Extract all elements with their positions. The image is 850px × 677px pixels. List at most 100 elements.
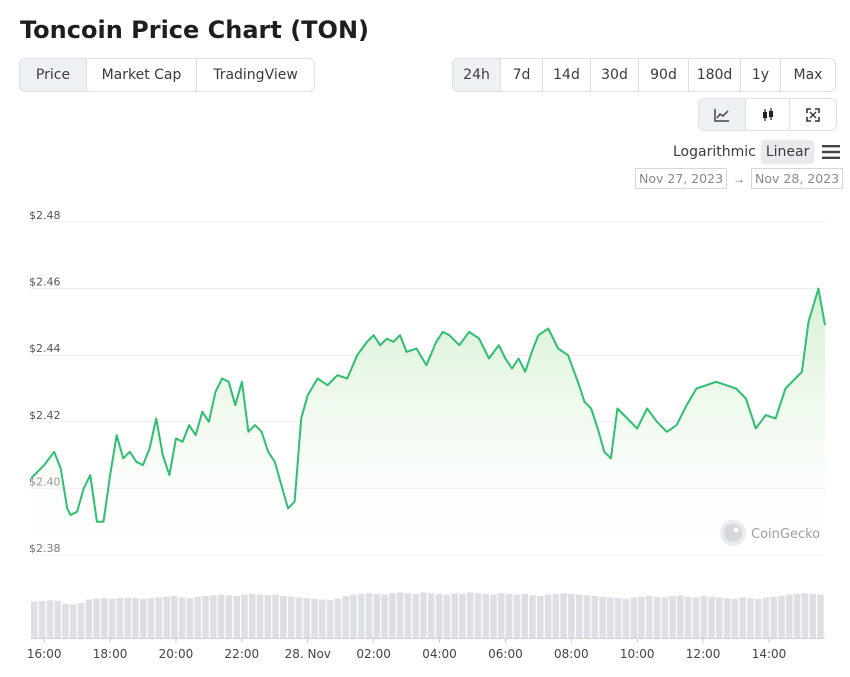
time-range-tab-group: 24h 7d 14d 30d 90d 180d 1y Max [452, 58, 836, 92]
volume-bar [770, 596, 778, 638]
volume-bar [459, 593, 466, 638]
volume-bar [62, 603, 69, 638]
date-range-picker: Nov 27, 2023 → Nov 28, 2023 [635, 168, 844, 189]
volume-bar [575, 594, 583, 638]
date-to-input[interactable]: Nov 28, 2023 [751, 168, 844, 189]
volume-bar [389, 593, 396, 638]
volume-bar [155, 597, 163, 638]
range-30d-button[interactable]: 30d [591, 59, 639, 91]
volume-bar [692, 597, 700, 638]
volume-bar [365, 593, 373, 638]
gecko-logo-icon [724, 524, 742, 542]
volume-bar [716, 597, 723, 638]
price-area [31, 288, 825, 555]
x-tick-label: 22:00 [225, 647, 260, 661]
x-tick-label: 04:00 [422, 647, 457, 661]
volume-bar [513, 594, 521, 638]
volume-bar [186, 598, 194, 638]
volume-bar [801, 593, 809, 638]
date-from-input[interactable]: Nov 27, 2023 [635, 168, 728, 189]
view-tab-group: Price Market Cap TradingView [19, 58, 315, 92]
volume-bar [428, 593, 435, 638]
page-title: Toncoin Price Chart (TON) [20, 16, 370, 44]
x-axis: 16:00 18:00 20:00 22:00 28. Nov 02:00 04:00 06:… [27, 638, 825, 661]
x-tick-label: 20:00 [159, 647, 194, 661]
volume-bar [552, 593, 560, 638]
line-chart-icon [714, 108, 729, 122]
volume-bar [739, 597, 746, 638]
x-tick-label: 02:00 [356, 647, 391, 661]
volume-bar [560, 593, 567, 638]
volume-bar [638, 596, 645, 638]
fullscreen-button[interactable] [790, 99, 836, 130]
fullscreen-icon [806, 107, 820, 122]
volume-bar [653, 596, 661, 638]
range-14d-button[interactable]: 14d [543, 59, 591, 91]
volume-bar [645, 596, 653, 638]
tab-tradingview[interactable]: TradingView [213, 67, 298, 83]
volume-bar [614, 598, 622, 638]
logarithmic-option[interactable]: Logarithmic [673, 144, 756, 160]
volume-bar [482, 593, 490, 638]
hamburger-menu-icon[interactable] [822, 145, 841, 159]
range-7d-button[interactable]: 7d [501, 59, 543, 91]
volume-bar [762, 597, 770, 638]
x-tick-label: 18:00 [93, 647, 128, 661]
volume-bar [342, 596, 349, 638]
volume-bar [248, 593, 256, 638]
x-tick-label: 10:00 [620, 647, 655, 661]
tab-price[interactable]: Price [20, 59, 87, 91]
y-tick-label: $2.44 [29, 342, 61, 355]
volume-bar [544, 594, 552, 638]
volume-bar [38, 600, 46, 638]
volume-bar [521, 593, 528, 638]
x-tick-label: 14:00 [752, 647, 787, 661]
volume-bar [132, 598, 139, 638]
y-tick-label: $2.42 [29, 409, 61, 422]
volume-bar [684, 596, 692, 638]
volume-bar [326, 600, 334, 638]
volume-bar [46, 600, 54, 638]
volume-bar [723, 598, 731, 638]
volume-bar [357, 593, 365, 638]
coingecko-watermark: CoinGecko [720, 520, 820, 546]
tab-market-cap[interactable]: Market Cap [87, 59, 197, 91]
volume-bar [264, 595, 272, 638]
volume-bar [241, 594, 248, 638]
volume-bar [85, 599, 93, 638]
volume-bar [435, 593, 443, 638]
x-tick-label: 16:00 [27, 647, 62, 661]
x-tick-label: 12:00 [686, 647, 721, 661]
price-line [30, 287, 826, 523]
x-tick-label: 28. Nov [285, 647, 331, 661]
range-90d-button[interactable]: 90d [639, 59, 689, 91]
volume-bar [295, 597, 303, 638]
range-24h-button[interactable]: 24h [453, 59, 501, 91]
volume-bar [319, 599, 326, 638]
y-tick-label: $2.46 [29, 276, 61, 289]
scale-toggle: Logarithmic Linear [668, 140, 841, 164]
watermark-text: CoinGecko [751, 527, 820, 542]
linear-option[interactable]: Linear [760, 140, 815, 164]
volume-bar [54, 600, 61, 638]
volume-bar [591, 596, 599, 638]
volume-bar [311, 598, 318, 638]
volume-bar [607, 597, 614, 638]
candlestick-icon [762, 107, 773, 121]
volume-bar [661, 597, 669, 638]
line-chart-button[interactable] [699, 99, 746, 130]
range-1y-button[interactable]: 1y [741, 59, 781, 91]
range-180d-button[interactable]: 180d [689, 59, 741, 91]
range-max-button[interactable]: Max [793, 67, 823, 83]
volume-bar [490, 594, 497, 638]
volume-bar [466, 592, 474, 638]
volume-bar [69, 604, 77, 638]
volume-bar [31, 601, 38, 638]
volume-bar [147, 598, 155, 638]
candlestick-chart-button[interactable] [746, 99, 790, 130]
volume-bar [583, 595, 591, 638]
volume-bar [101, 598, 108, 638]
y-tick-label: $2.48 [29, 209, 61, 222]
volume-bar [529, 595, 536, 638]
